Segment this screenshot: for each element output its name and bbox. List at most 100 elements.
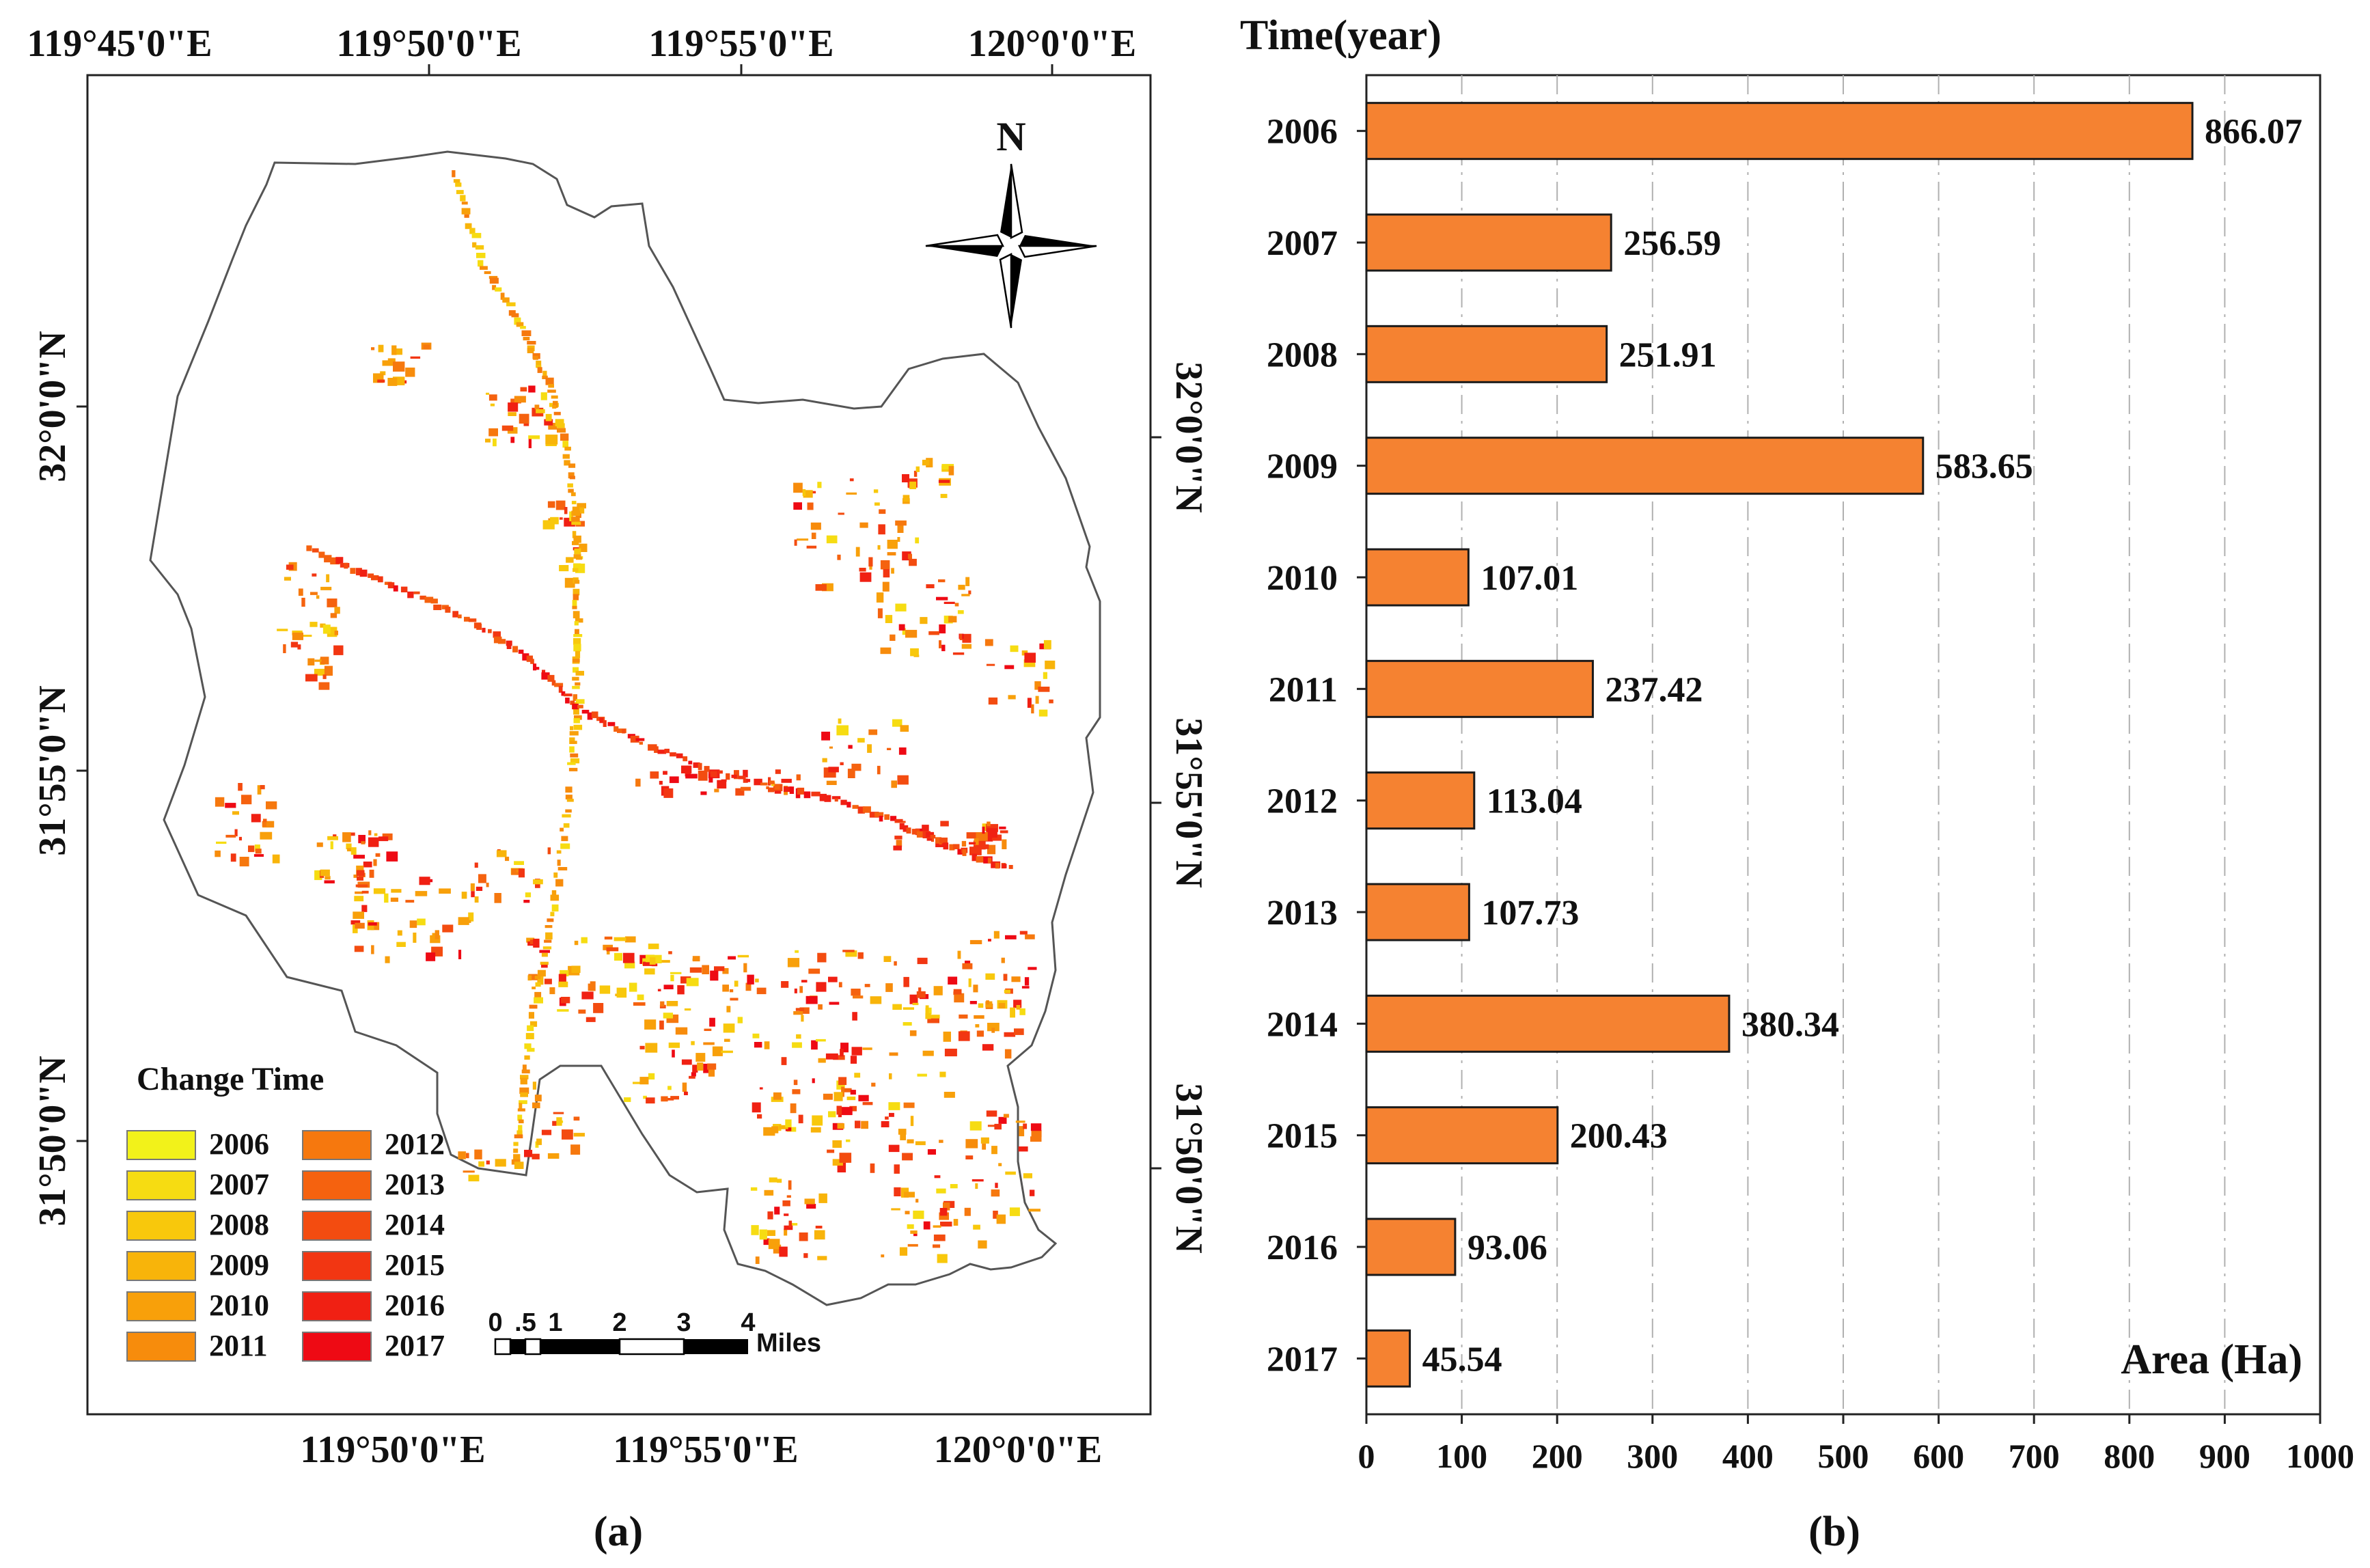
change-patch <box>721 779 727 782</box>
change-patch <box>909 1030 917 1036</box>
change-patch <box>574 621 579 626</box>
bar-value-label: 113.04 <box>1487 782 1582 821</box>
change-patch <box>709 1017 715 1027</box>
change-patch <box>283 644 286 653</box>
change-patch <box>508 412 516 416</box>
change-patch <box>578 1009 586 1014</box>
change-patch <box>936 596 948 601</box>
change-patch <box>614 952 622 961</box>
change-patch <box>558 685 563 693</box>
change-patch <box>849 478 854 482</box>
change-patch <box>832 1159 843 1166</box>
change-patch <box>564 446 571 451</box>
change-patch <box>828 976 838 982</box>
change-patch <box>489 277 499 284</box>
change-patch <box>1010 645 1019 652</box>
change-patch <box>327 836 338 840</box>
change-patch <box>1023 1123 1028 1129</box>
change-patch <box>400 586 408 592</box>
change-patch <box>570 753 579 758</box>
change-patch <box>423 344 430 350</box>
change-patch <box>909 558 917 566</box>
change-patch <box>565 795 573 800</box>
change-patch <box>985 973 995 980</box>
change-patch <box>976 832 988 841</box>
change-patch <box>935 837 942 844</box>
change-patch <box>695 1053 706 1062</box>
change-patch <box>876 592 884 603</box>
change-patch <box>533 879 543 885</box>
change-patch <box>859 522 868 528</box>
change-patch <box>941 464 954 469</box>
change-patch <box>565 809 572 813</box>
change-patch <box>663 1098 674 1101</box>
change-patch <box>251 814 261 823</box>
change-patch <box>803 490 813 498</box>
change-patch <box>894 819 903 823</box>
bottom-lon-label-3: 120°0'0"E <box>934 1429 1102 1471</box>
change-patch <box>629 982 637 992</box>
legend-swatch-2011 <box>126 1332 196 1362</box>
change-patch <box>841 1086 844 1097</box>
change-patch <box>562 441 568 448</box>
change-patch <box>571 521 581 525</box>
change-patch <box>355 891 363 894</box>
scale-tick-2: 2 <box>612 1308 626 1337</box>
change-patch <box>506 643 512 649</box>
change-patch <box>852 805 859 809</box>
change-patch <box>476 253 486 258</box>
change-patch <box>350 568 356 574</box>
change-patch <box>547 1153 560 1159</box>
change-patch <box>855 547 860 557</box>
change-patch <box>573 1133 585 1137</box>
change-patch <box>969 1001 977 1004</box>
change-patch <box>551 904 559 912</box>
change-patch <box>593 1003 604 1013</box>
change-patch <box>902 825 909 832</box>
change-patch <box>939 624 946 634</box>
change-patch <box>752 1102 761 1113</box>
change-patch <box>755 978 759 982</box>
change-patch <box>752 1033 760 1039</box>
change-patch <box>775 769 781 774</box>
change-patch <box>899 1247 908 1256</box>
change-patch <box>998 1002 1006 1008</box>
change-patch <box>501 425 514 431</box>
change-patch <box>419 877 430 885</box>
change-patch <box>361 905 368 912</box>
change-patch <box>843 1088 852 1092</box>
change-patch <box>969 849 977 853</box>
change-patch <box>816 982 827 992</box>
change-patch <box>846 1097 856 1101</box>
change-patch <box>738 775 746 780</box>
change-patch <box>1009 1207 1020 1216</box>
change-patch <box>560 433 569 441</box>
change-patch <box>564 507 568 514</box>
change-patch <box>458 1151 466 1159</box>
change-patch <box>571 517 580 522</box>
change-patch <box>561 836 568 842</box>
change-patch <box>978 1003 984 1008</box>
change-patch <box>263 819 267 823</box>
change-patch <box>518 868 525 878</box>
change-patch <box>572 685 580 689</box>
change-patch <box>562 1129 573 1140</box>
change-patch <box>528 974 538 980</box>
change-patch <box>525 1032 534 1040</box>
change-patch <box>659 780 663 785</box>
change-patch <box>579 543 588 552</box>
change-patch <box>257 785 262 795</box>
change-patch <box>768 1239 780 1250</box>
change-patch <box>430 935 441 944</box>
legend-swatch-2012 <box>302 1130 372 1160</box>
change-patch <box>874 502 880 506</box>
change-patch <box>954 603 959 607</box>
change-patch <box>882 581 890 592</box>
north-label: N <box>996 114 1025 159</box>
change-patch <box>486 1160 490 1165</box>
change-patch <box>556 1117 562 1126</box>
change-patch <box>754 778 762 786</box>
change-patch <box>508 402 519 412</box>
change-patch <box>522 1064 527 1070</box>
change-patch <box>895 520 907 526</box>
